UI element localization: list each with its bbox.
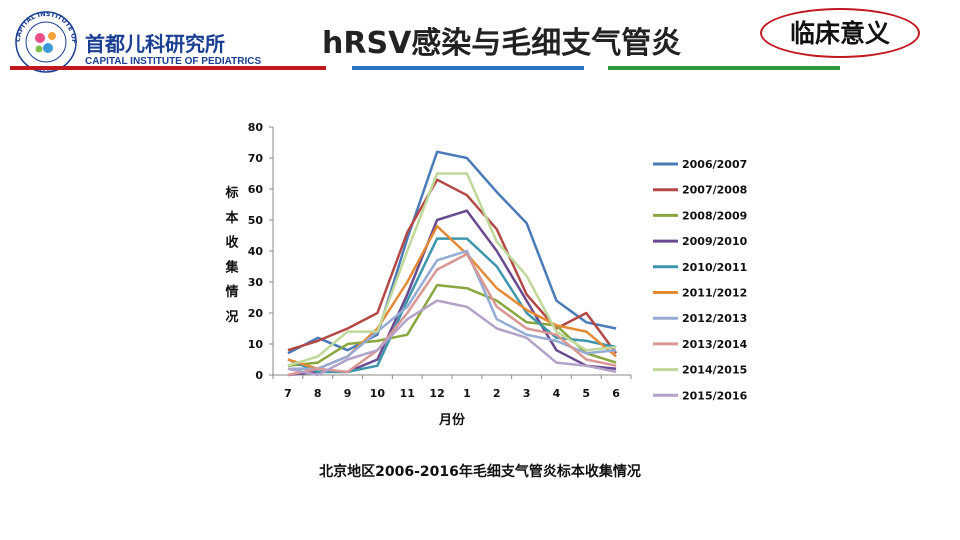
- y-tick-label: 20: [248, 307, 264, 320]
- header-stripe-green: [608, 66, 840, 70]
- legend-label: 2013/2014: [682, 338, 748, 351]
- institute-logo: CAPITAL INSTITUTE OF PEDIATRICS 1958 TM …: [7, 2, 261, 74]
- legend-label: 2011/2012: [682, 287, 747, 300]
- chart-caption: 北京地区2006-2016年毛细支气管炎标本收集情况: [319, 464, 641, 480]
- series-line-2008-2009: [287, 283, 617, 367]
- logo-name-en: CAPITAL INSTITUTE OF PEDIATRICS: [85, 56, 262, 67]
- legend-label: 2007/2008: [682, 184, 747, 197]
- y-axis-title-char: 本: [225, 210, 238, 226]
- y-axis-title-char: 标: [224, 185, 238, 201]
- y-axis-title-char: 况: [225, 310, 238, 325]
- x-tick-label: 8: [314, 387, 322, 400]
- x-tick-label: 9: [344, 387, 352, 400]
- series-line-2014-2015: [287, 172, 617, 367]
- x-tick-label: 1: [463, 387, 471, 400]
- series-line-2011-2012: [287, 224, 617, 371]
- x-tick-label: 2: [493, 387, 501, 400]
- y-axis-title-char: 集: [224, 259, 239, 275]
- x-tick-label: 4: [553, 387, 561, 400]
- x-tick-label: 11: [400, 387, 415, 400]
- series-line-2015-2016: [287, 299, 617, 377]
- logo-name-cn: 首都儿科研究所: [85, 32, 225, 56]
- y-tick-label: 10: [248, 338, 264, 351]
- x-tick-label: 6: [612, 387, 620, 400]
- y-tick-label: 40: [248, 245, 264, 258]
- badge-label: 临床意义: [789, 19, 890, 48]
- series-line-2012-2013: [287, 249, 617, 371]
- legend-label: 2010/2011: [682, 261, 747, 274]
- x-tick-label: 10: [370, 387, 386, 400]
- x-axis-title: 月份: [438, 412, 466, 428]
- series-line-2013-2014: [287, 252, 617, 377]
- legend-label: 2008/2009: [682, 209, 747, 222]
- y-tick-label: 70: [248, 152, 264, 165]
- legend-label: 2009/2010: [682, 235, 748, 248]
- clinical-significance-badge: 临床意义: [760, 8, 920, 58]
- legend-label: 2015/2016: [682, 389, 748, 402]
- header-stripe-red: [10, 66, 326, 70]
- badge-ellipse: [760, 8, 920, 58]
- x-tick-label: 3: [523, 387, 531, 400]
- x-tick-label: 7: [284, 387, 292, 400]
- x-tick-label: 5: [582, 387, 590, 400]
- y-tick-label: 60: [248, 183, 264, 196]
- x-tick-label: 12: [429, 387, 444, 400]
- legend-label: 2012/2013: [682, 312, 747, 325]
- y-axis-title-char: 情: [225, 284, 238, 300]
- y-tick-label: 80: [248, 121, 264, 134]
- legend-label: 2014/2015: [682, 364, 747, 377]
- y-tick-label: 0: [255, 369, 263, 382]
- logo-emblem: CAPITAL INSTITUTE OF PEDIATRICS 1958 TM: [7, 2, 79, 73]
- legend-label: 2006/2007: [682, 158, 747, 171]
- y-tick-label: 30: [248, 276, 264, 289]
- header-stripe-blue: [352, 66, 584, 70]
- y-tick-label: 50: [248, 214, 264, 227]
- y-axis-title-char: 收: [225, 235, 239, 251]
- slide-title: hRSV感染与毛细支气管炎: [322, 26, 682, 61]
- y-axis-title: 标本收集情况: [224, 185, 239, 325]
